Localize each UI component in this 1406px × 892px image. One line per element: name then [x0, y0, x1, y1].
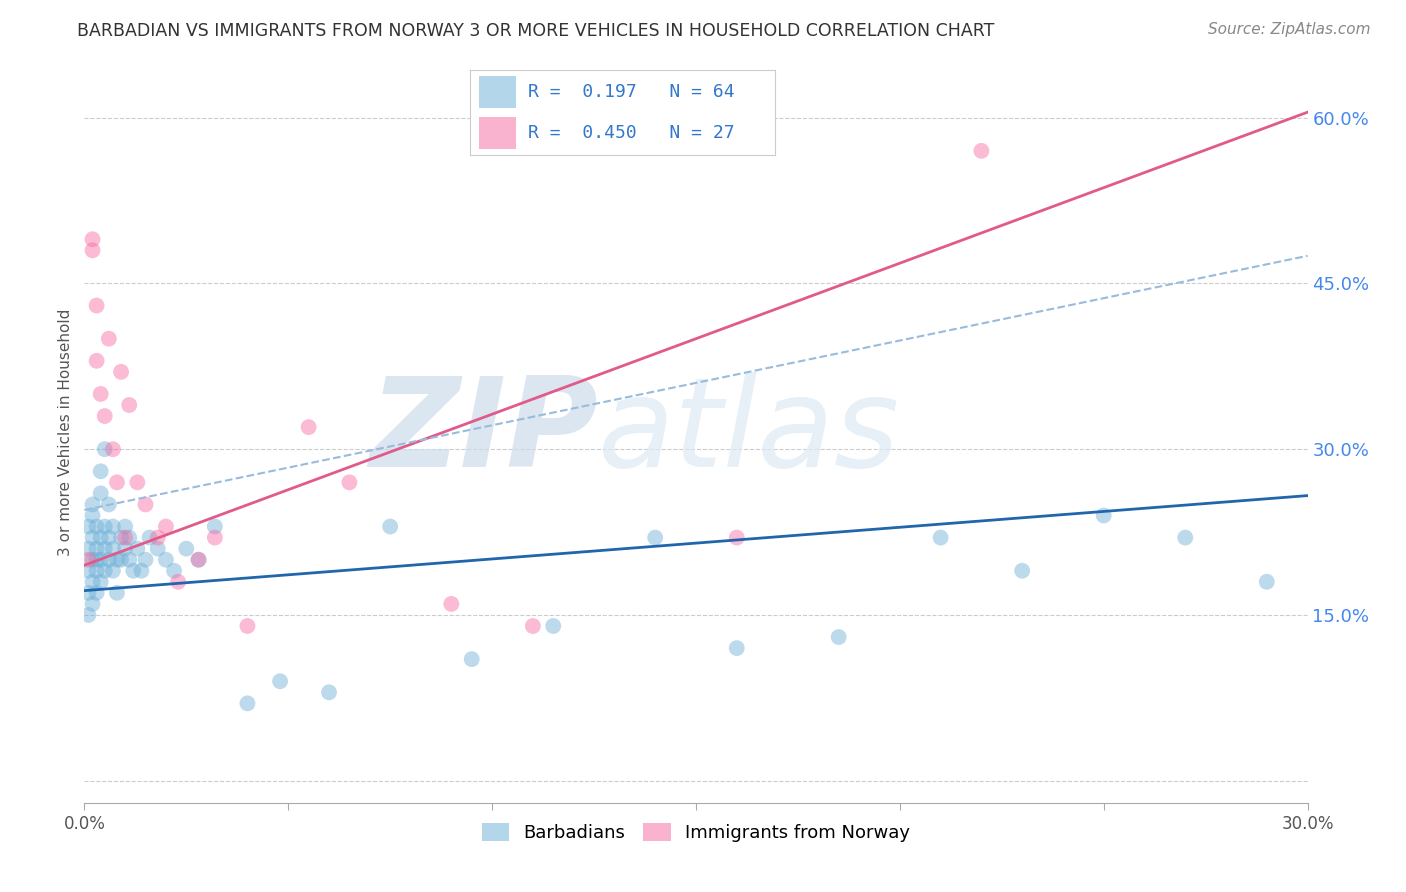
- Point: [86, 353, 108, 368]
- Point: [110, 531, 132, 545]
- Point: [77, 607, 100, 622]
- Point: [127, 541, 149, 556]
- Point: [138, 531, 160, 545]
- Point: [97, 332, 120, 346]
- Point: [110, 552, 132, 566]
- Point: [970, 144, 993, 158]
- Point: [82, 508, 104, 523]
- Point: [90, 552, 112, 566]
- Point: [380, 519, 402, 533]
- Point: [82, 574, 104, 589]
- Point: [236, 697, 259, 711]
- Point: [135, 552, 157, 566]
- Point: [118, 552, 141, 566]
- Point: [82, 232, 104, 246]
- Point: [725, 641, 748, 656]
- Point: [236, 619, 259, 633]
- Point: [187, 552, 209, 566]
- Point: [146, 531, 169, 545]
- Point: [105, 475, 128, 490]
- Point: [118, 531, 141, 545]
- Point: [82, 498, 104, 512]
- Point: [93, 442, 115, 457]
- Text: ZIP: ZIP: [370, 372, 598, 493]
- Point: [522, 619, 544, 633]
- Point: [204, 531, 226, 545]
- Point: [114, 531, 136, 545]
- Point: [93, 519, 115, 533]
- Point: [86, 552, 108, 566]
- Point: [114, 519, 136, 533]
- Point: [725, 531, 748, 545]
- Point: [90, 574, 112, 589]
- Point: [339, 475, 361, 490]
- Point: [298, 420, 321, 434]
- Point: [118, 398, 141, 412]
- Point: [127, 475, 149, 490]
- Point: [105, 586, 128, 600]
- Point: [163, 564, 186, 578]
- Point: [167, 574, 190, 589]
- Point: [93, 564, 115, 578]
- Text: atlas: atlas: [598, 372, 900, 493]
- Point: [82, 244, 104, 258]
- Point: [86, 299, 108, 313]
- Point: [97, 531, 120, 545]
- Point: [101, 564, 124, 578]
- Text: BARBADIAN VS IMMIGRANTS FROM NORWAY 3 OR MORE VEHICLES IN HOUSEHOLD CORRELATION : BARBADIAN VS IMMIGRANTS FROM NORWAY 3 OR…: [77, 22, 994, 40]
- Point: [269, 674, 291, 689]
- Point: [90, 464, 112, 478]
- Point: [77, 541, 100, 556]
- Point: [146, 541, 169, 556]
- Point: [82, 597, 104, 611]
- Point: [97, 552, 120, 566]
- Point: [187, 552, 209, 566]
- Point: [86, 564, 108, 578]
- Point: [1256, 574, 1278, 589]
- Point: [131, 564, 153, 578]
- Point: [86, 519, 108, 533]
- Point: [86, 541, 108, 556]
- Point: [135, 498, 157, 512]
- Point: [77, 564, 100, 578]
- Point: [110, 365, 132, 379]
- Point: [543, 619, 565, 633]
- Point: [77, 586, 100, 600]
- Point: [461, 652, 484, 666]
- Point: [101, 541, 124, 556]
- Point: [90, 387, 112, 401]
- Point: [97, 498, 120, 512]
- Point: [644, 531, 666, 545]
- Point: [1092, 508, 1115, 523]
- Point: [122, 564, 145, 578]
- Point: [93, 409, 115, 423]
- Point: [90, 531, 112, 545]
- Point: [155, 552, 177, 566]
- Point: [1011, 564, 1033, 578]
- Point: [174, 541, 197, 556]
- Text: Source: ZipAtlas.com: Source: ZipAtlas.com: [1208, 22, 1371, 37]
- Point: [82, 552, 104, 566]
- Point: [93, 541, 115, 556]
- Point: [204, 519, 226, 533]
- Y-axis label: 3 or more Vehicles in Household: 3 or more Vehicles in Household: [58, 309, 73, 557]
- Point: [155, 519, 177, 533]
- Point: [440, 597, 463, 611]
- Point: [828, 630, 851, 644]
- Point: [101, 519, 124, 533]
- Point: [82, 531, 104, 545]
- Point: [101, 442, 124, 457]
- Point: [1174, 531, 1197, 545]
- Point: [77, 552, 100, 566]
- Point: [929, 531, 952, 545]
- Point: [318, 685, 340, 699]
- Point: [90, 486, 112, 500]
- Point: [86, 586, 108, 600]
- Point: [77, 519, 100, 533]
- Point: [105, 552, 128, 566]
- Point: [114, 541, 136, 556]
- Legend: Barbadians, Immigrants from Norway: Barbadians, Immigrants from Norway: [475, 815, 917, 849]
